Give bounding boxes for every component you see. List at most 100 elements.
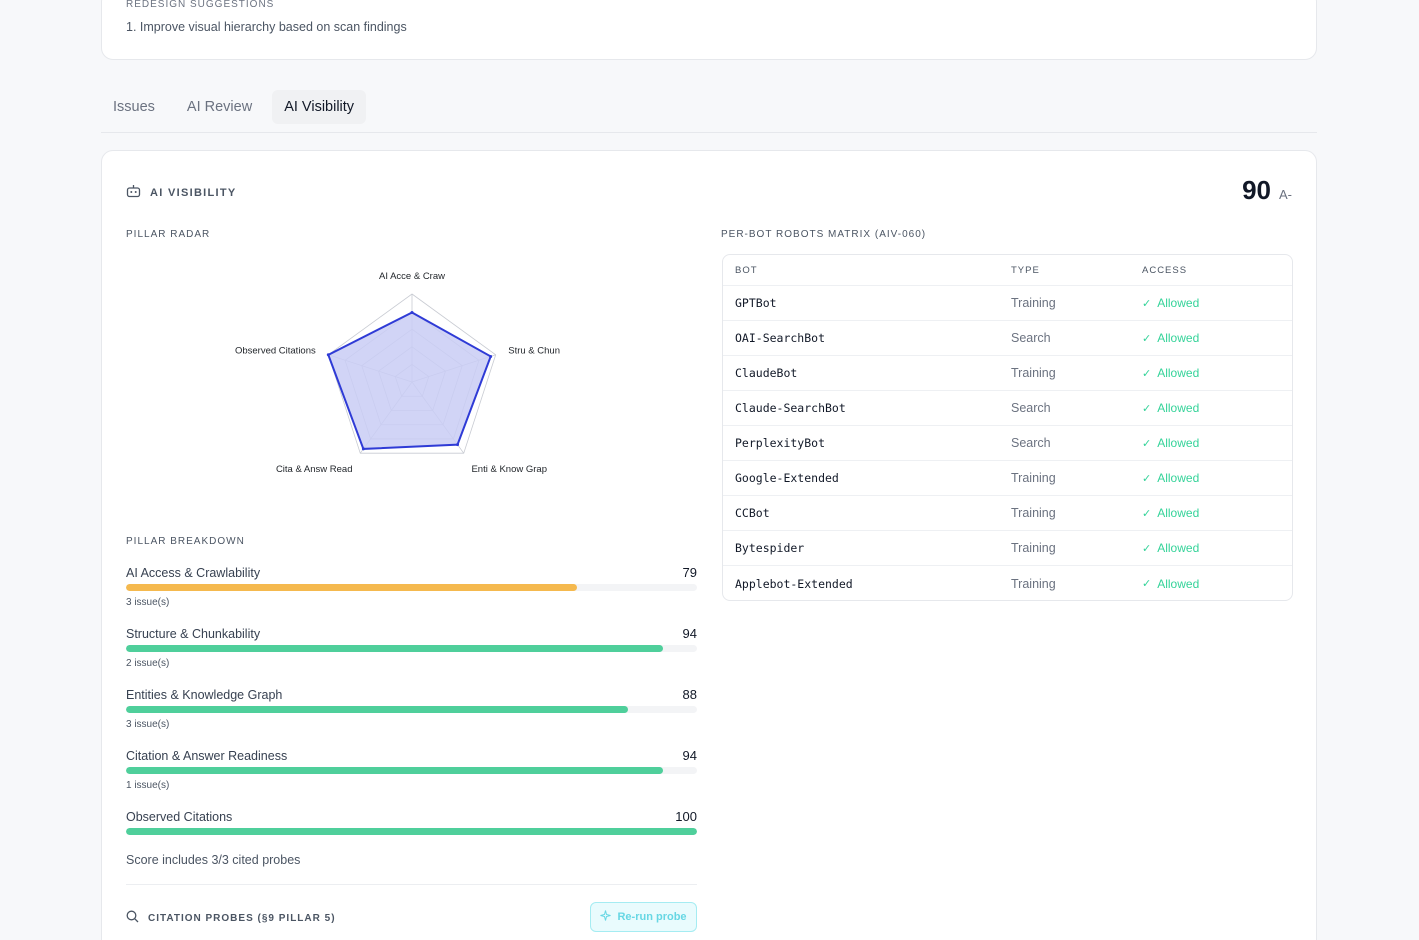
access-label: Allowed	[1157, 436, 1200, 450]
radar-data-point	[326, 353, 330, 357]
access-status: ✓ Allowed	[1130, 541, 1292, 555]
access-status: ✓ Allowed	[1130, 436, 1292, 450]
citation-probes-title: CITATION PROBES (§9 PILLAR 5)	[148, 912, 336, 924]
pillar-progress-fill	[126, 828, 697, 835]
check-icon: ✓	[1142, 367, 1152, 380]
radar-axis-label: Enti & Know Grap	[471, 464, 547, 475]
pillar-breakdown-label: PILLAR BREAKDOWN	[126, 536, 245, 547]
pillar-progress-fill	[126, 584, 578, 591]
radar-svg: AI Acce & Craw Stru & Chun Enti & Know Gra…	[235, 271, 560, 475]
ai-visibility-card: AI VISIBILITY 90 A- PILLAR RADAR AI Acce…	[101, 150, 1317, 940]
bot-type: Training	[1011, 296, 1056, 310]
tab-issues[interactable]: Issues	[113, 99, 155, 115]
rerun-probe-button[interactable]: Re-run probe	[590, 902, 697, 932]
access-status: ✓ Allowed	[1130, 331, 1292, 345]
bot-name: ClaudeBot	[735, 366, 798, 380]
pillar-row: AI Access & Crawlability 79 3 issue(s)	[126, 564, 697, 625]
bot-name: OAI-SearchBot	[735, 331, 826, 345]
pillar-row: Structure & Chunkability 94 2 issue(s)	[126, 625, 697, 686]
bot-type: Search	[1011, 401, 1051, 415]
pillar-name: Structure & Chunkability	[126, 627, 261, 641]
pillar-progress-track	[126, 584, 697, 591]
tab-bar: Issues AI Review AI Visibility	[101, 90, 1317, 133]
pillar-score: 88	[682, 687, 697, 702]
redesign-suggestions-heading: REDESIGN SUGGESTIONS	[126, 0, 275, 10]
pillar-score: 94	[682, 748, 697, 763]
check-icon: ✓	[1142, 578, 1152, 590]
tab-ai-review[interactable]: AI Review	[186, 99, 253, 115]
bot-type: Training	[1011, 576, 1056, 591]
pillar-name: AI Access & Crawlability	[126, 566, 261, 580]
bot-type: Training	[1011, 366, 1056, 380]
bot-type: Search	[1011, 331, 1051, 345]
robots-matrix-label: PER-BOT ROBOTS MATRIX (AIV-060)	[721, 229, 927, 240]
access-label: Allowed	[1157, 576, 1200, 591]
access-label: Allowed	[1157, 366, 1200, 380]
citation-probes-header: CITATION PROBES (§9 PILLAR 5)	[126, 910, 336, 926]
table-header-row: BOT TYPE ACCESS	[723, 255, 1292, 286]
radar-data-point	[410, 310, 414, 314]
pillar-radar-label: PILLAR RADAR	[126, 229, 211, 240]
pillar-radar-chart: AI Acce & Craw Stru & Chun Enti & Know Gra…	[126, 263, 696, 493]
table-row: CCBot Training ✓ Allowed	[723, 496, 1292, 531]
pillar-score: 94	[682, 626, 697, 641]
bot-type: Search	[1011, 436, 1051, 450]
table-row: Google-Extended Training ✓ Allowed	[723, 461, 1292, 496]
check-icon: ✓	[1142, 402, 1152, 415]
pillar-progress-track	[126, 706, 697, 713]
pillar-progress-track	[126, 828, 697, 835]
pillar-issue-count: 3 issue(s)	[126, 719, 170, 730]
pillar-breakdown-list: AI Access & Crawlability 79 3 issue(s) S…	[126, 564, 697, 869]
pillar-row: Entities & Knowledge Graph 88 3 issue(s)	[126, 686, 697, 747]
bot-type: Training	[1011, 506, 1056, 520]
ai-visibility-title: AI VISIBILITY	[150, 186, 237, 199]
pillar-progress-fill	[126, 645, 663, 652]
access-label: Allowed	[1157, 506, 1200, 520]
bot-name: Google-Extended	[735, 471, 839, 485]
table-row: Bytespider Training ✓ Allowed	[723, 531, 1292, 566]
bot-type: Training	[1011, 541, 1056, 555]
pillar-issue-count: 2 issue(s)	[126, 658, 170, 669]
table-row: PerplexityBot Search ✓ Allowed	[723, 426, 1292, 461]
bot-name: Claude-SearchBot	[735, 401, 846, 415]
access-label: Allowed	[1157, 331, 1200, 345]
access-status: ✓ Allowed	[1130, 471, 1292, 485]
bot-name: Bytespider	[735, 541, 805, 555]
pillar-name: Entities & Knowledge Graph	[126, 688, 283, 702]
pillar-progress-track	[126, 645, 697, 652]
check-icon: ✓	[1142, 507, 1152, 520]
pillar-issue-count: 1 issue(s)	[126, 780, 170, 791]
column-header-type: TYPE	[1011, 264, 1040, 276]
check-icon: ✓	[1142, 332, 1152, 345]
bot-name: CCBot	[735, 506, 770, 520]
redesign-suggestion-item: 1. Improve visual hierarchy based on sca…	[126, 20, 407, 34]
redesign-suggestions-card: REDESIGN SUGGESTIONS 1. Improve visual h…	[101, 0, 1317, 60]
access-status: ✓ Allowed	[1130, 366, 1292, 380]
access-label: Allowed	[1157, 471, 1200, 485]
table-row: Claude-SearchBot Search ✓ Allowed	[723, 391, 1292, 426]
pillar-progress-fill	[126, 706, 629, 713]
pillar-name: Citation & Answer Readiness	[126, 749, 288, 763]
table-row: OAI-SearchBot Search ✓ Allowed	[723, 321, 1292, 356]
robots-matrix-table: BOT TYPE ACCESS GPTBot Training ✓ Allowed…	[722, 254, 1293, 601]
check-icon: ✓	[1142, 472, 1152, 485]
pillar-progress-fill	[126, 767, 663, 774]
radar-data-point	[456, 443, 460, 447]
rerun-probe-label: Re-run probe	[617, 911, 687, 923]
bot-name: Applebot-Extended	[735, 576, 853, 591]
table-row: Applebot-Extended Training ✓ Allowed	[723, 566, 1292, 600]
pillar-issue-count: 3 issue(s)	[126, 597, 170, 608]
access-label: Allowed	[1157, 296, 1200, 310]
robot-icon	[126, 184, 141, 201]
radar-axis-label: Stru & Chun	[508, 346, 560, 357]
access-status: ✓ Allowed	[1130, 296, 1292, 310]
radar-axis-label: AI Acce & Craw	[379, 271, 445, 282]
tab-ai-visibility[interactable]: AI Visibility	[272, 90, 367, 124]
access-label: Allowed	[1157, 541, 1200, 555]
sparkle-icon	[600, 910, 612, 924]
check-icon: ✓	[1142, 437, 1152, 450]
access-status: ✓ Allowed	[1130, 506, 1292, 520]
radar-axis-label: Cita & Answ Read	[276, 464, 353, 475]
radar-data-area	[327, 311, 492, 450]
score-grade: A-	[1279, 187, 1292, 202]
